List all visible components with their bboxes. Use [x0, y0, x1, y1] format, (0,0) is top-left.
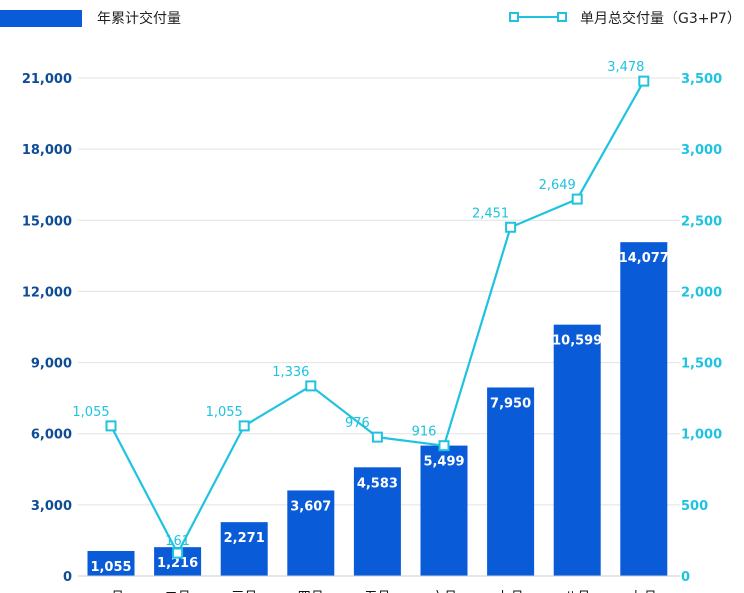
bar	[487, 387, 535, 576]
x-tick-label: 八月	[564, 590, 590, 593]
x-tick-label: 四月	[298, 590, 324, 593]
line-point	[371, 431, 383, 443]
line-point	[238, 420, 250, 432]
bar	[220, 522, 268, 576]
line-data-label: 1,336	[272, 365, 309, 380]
line-data-label: 2,649	[539, 178, 576, 193]
y-right-tick-label: 1,000	[681, 428, 722, 443]
line-series: 1,055 161 1,055 1,336 976 916 2,451 2,649 3,478	[72, 60, 650, 559]
y-right-tick-label: 500	[681, 499, 708, 514]
line-data-label: 976	[345, 416, 370, 431]
bar-data-label: 1,216	[157, 556, 198, 571]
legend-bar-swatch	[0, 10, 82, 27]
x-tick-label: 二月	[165, 590, 191, 593]
x-tick-label: 六月	[431, 590, 457, 593]
y-left-tick-label: 0	[63, 570, 72, 585]
axes: 0 3,000 6,000 9,000 12,000 15,000 18,000 21,000…	[22, 72, 722, 593]
y-left-tick-label: 9,000	[31, 357, 72, 372]
bar-data-label: 10,599	[552, 334, 602, 349]
bar	[87, 550, 135, 576]
bar	[553, 324, 601, 576]
line-data-label: 161	[165, 534, 190, 549]
x-tick-label: 一月	[98, 590, 124, 593]
line-data-label: 3,478	[607, 60, 644, 75]
line-data-label: 916	[412, 425, 437, 440]
y-left-tick-label: 21,000	[22, 72, 72, 87]
bar	[620, 242, 668, 576]
line-point	[505, 221, 517, 233]
legend-line-marker	[509, 12, 519, 22]
line-point	[172, 547, 184, 559]
bar-data-label: 5,499	[423, 455, 464, 470]
bar	[287, 490, 335, 576]
line-point	[438, 440, 450, 452]
legend-line-label: 单月总交付量（G3+P7）	[580, 10, 741, 27]
grid	[78, 77, 680, 506]
line-data-label: 1,055	[206, 405, 243, 420]
legend-bar-label: 年累计交付量	[97, 10, 181, 27]
y-right-tick-label: 0	[681, 570, 690, 585]
y-left-tick-label: 15,000	[22, 214, 72, 229]
legend: 年累计交付量 单月总交付量（G3+P7）	[0, 10, 741, 27]
legend-line-marker	[557, 12, 567, 22]
bar	[353, 467, 401, 576]
y-right-tick-label: 3,000	[681, 143, 722, 158]
line-data-label: 2,451	[472, 206, 509, 221]
x-tick-label: 七月	[498, 590, 524, 593]
line-point	[105, 420, 117, 432]
x-tick-label: 九月	[631, 590, 657, 593]
y-right-tick-label: 3,500	[681, 72, 722, 87]
y-right-tick-label: 1,500	[681, 357, 722, 372]
bar-data-label: 14,077	[619, 251, 669, 266]
bar-data-label: 4,583	[357, 476, 398, 491]
x-tick-label: 三月	[231, 590, 257, 593]
y-left-tick-label: 18,000	[22, 143, 72, 158]
line-point	[638, 75, 650, 87]
bars: 1,055 1,216 2,271 3,607 4,583 5,499 7,950 10,59…	[87, 242, 669, 576]
x-tick-label: 五月	[364, 590, 390, 593]
y-left-tick-label: 3,000	[31, 499, 72, 514]
y-left-tick-label: 12,000	[22, 285, 72, 300]
y-left-tick-label: 6,000	[31, 428, 72, 443]
bar-data-label: 1,055	[90, 560, 131, 575]
line-point	[571, 193, 583, 205]
y-right-tick-label: 2,500	[681, 214, 722, 229]
bar	[420, 445, 468, 576]
bar-data-label: 3,607	[290, 499, 331, 514]
y-right-tick-label: 2,000	[681, 285, 722, 300]
bar-data-label: 7,950	[490, 396, 531, 411]
line-data-label: 1,055	[72, 405, 109, 420]
bar-data-label: 2,271	[224, 531, 265, 546]
line-point	[305, 380, 317, 392]
